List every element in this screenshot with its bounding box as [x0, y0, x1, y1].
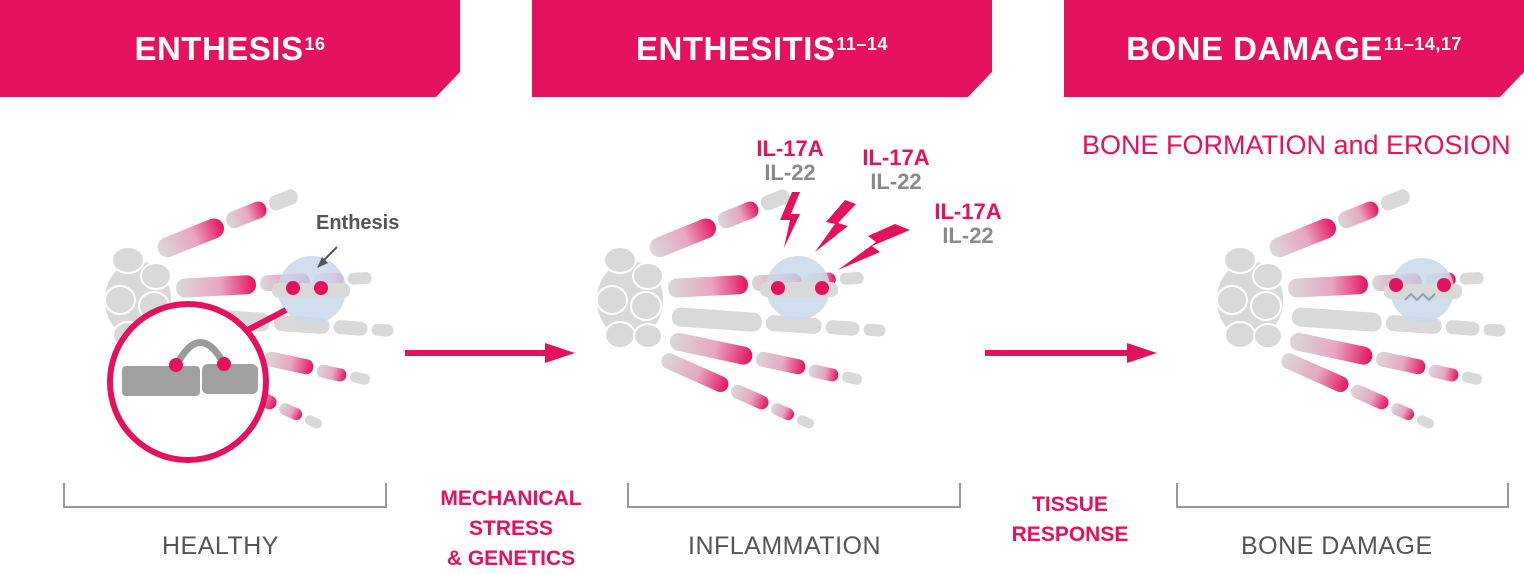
enthesis-dot [314, 281, 328, 295]
cytokine-label: IL-17A IL-22 [934, 199, 1002, 248]
banner-title: BONE DAMAGE 11–14,17 [1126, 29, 1462, 67]
arrow-right-icon [405, 343, 575, 363]
lightning-icon [838, 224, 910, 270]
enthesis-dot [286, 281, 300, 295]
stage-label-bone-damage: BONE DAMAGE [1241, 532, 1433, 560]
banner-enthesitis: ENTHESITIS 11–14 [532, 0, 992, 97]
lightning-icon [815, 200, 856, 252]
banner-shape [532, 0, 992, 97]
transition-label-1: MECHANICAL STRESS & GENETICS [440, 487, 582, 570]
banner-enthesis: ENTHESIS 16 [0, 0, 460, 97]
bracket [63, 483, 387, 508]
transition-label-2: TISSUE RESPONSE [1011, 493, 1129, 546]
banner-title: ENTHESIS 16 [134, 29, 326, 67]
banner-shape [1064, 0, 1524, 97]
banner-bone-damage: BONE DAMAGE 11–14,17 [1064, 0, 1524, 97]
bone-subtitle: BONE FORMATION and EROSION [1082, 130, 1511, 160]
enthesis-callout: Enthesis [316, 212, 400, 234]
hand-bone-damage [1215, 184, 1508, 434]
banner-title: ENTHESITIS 11–14 [636, 29, 888, 67]
stage-label-inflammation: INFLAMMATION [688, 532, 882, 560]
cytokine-label: IL-17A IL-22 [756, 136, 824, 185]
arrow-right-icon [985, 343, 1157, 363]
banner-shape [0, 0, 460, 97]
hand-healthy [103, 184, 396, 463]
stage-label-healthy: HEALTHY [162, 532, 279, 560]
bracket [1176, 483, 1509, 508]
hand-inflammation [595, 184, 910, 434]
cytokine-label: IL-17A IL-22 [862, 145, 930, 194]
lightning-icon [780, 192, 800, 248]
bracket [627, 483, 961, 508]
